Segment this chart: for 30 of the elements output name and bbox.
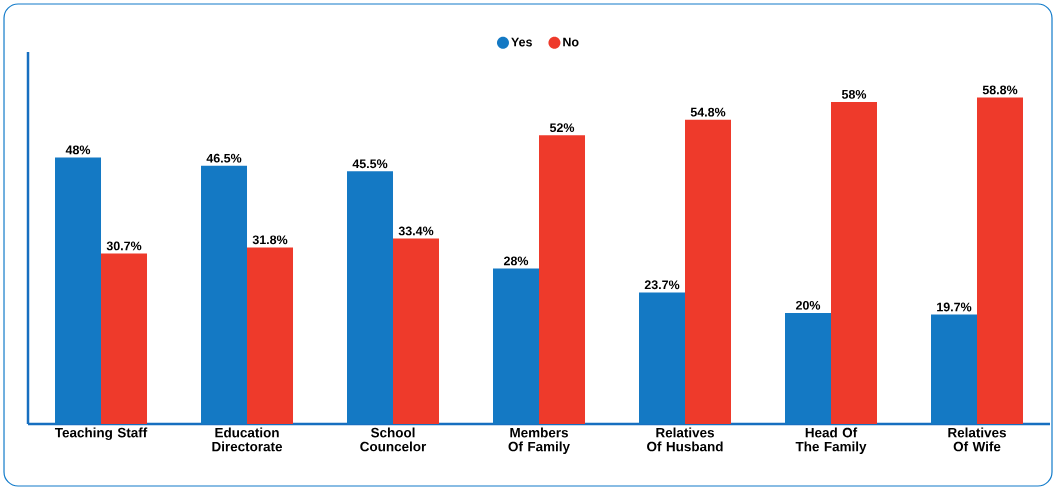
- bar: [539, 135, 585, 424]
- data-label: 23.7%: [644, 280, 680, 290]
- data-label: 28%: [503, 256, 529, 266]
- x-tick-label: Members Of Family: [508, 427, 570, 454]
- data-label: 19.7%: [937, 302, 972, 312]
- bar: [977, 97, 1023, 424]
- data-label: 20%: [795, 300, 821, 310]
- data-label: 48%: [65, 145, 91, 155]
- x-tick-label: Teaching Staff: [54, 427, 148, 441]
- data-label: 45.5%: [352, 159, 388, 169]
- legend-label: Yes: [511, 37, 532, 47]
- data-label: 58%: [841, 89, 867, 99]
- x-tick-label: Relatives Of Wife: [948, 427, 1006, 452]
- data-label: 46.5%: [206, 153, 242, 163]
- x-tick-label: Relatives Of Husband: [647, 427, 723, 452]
- bar: [101, 253, 148, 424]
- bar: [831, 101, 877, 424]
- legend-label: No: [563, 37, 579, 47]
- data-label: 33.4%: [398, 226, 434, 236]
- x-tick-label: Education Directorate: [212, 427, 283, 452]
- data-label: 30.7%: [106, 241, 142, 251]
- x-tick-label: Head Of The Family: [795, 427, 867, 454]
- data-label: 58.8%: [982, 85, 1018, 95]
- data-label: 31.8%: [252, 235, 288, 245]
- bar: [247, 247, 294, 424]
- data-label: 54.8%: [690, 107, 726, 117]
- data-label: 52%: [549, 123, 575, 133]
- bar: [393, 238, 440, 424]
- bar: [685, 119, 731, 424]
- x-tick-label: School Councelor: [360, 427, 427, 452]
